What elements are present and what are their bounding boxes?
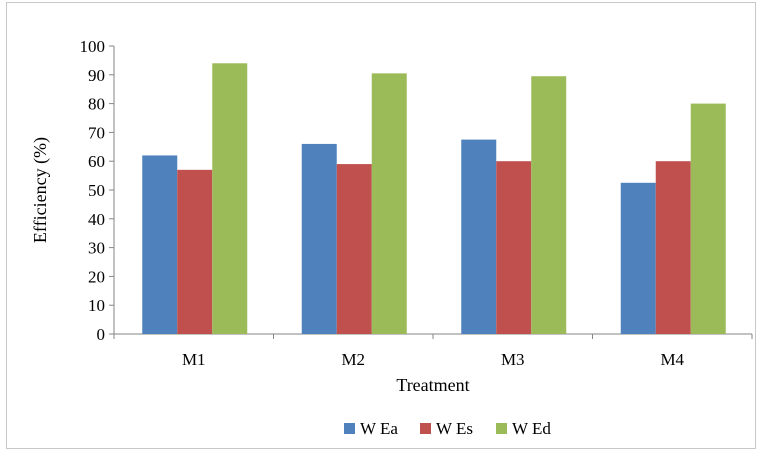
legend-swatch <box>344 423 355 434</box>
x-tick-label: M4 <box>660 350 684 369</box>
legend-swatch <box>496 423 507 434</box>
legend-label: W Ed <box>512 419 551 438</box>
bar-w-ed-m1 <box>212 63 248 334</box>
bar-w-ed-m2 <box>371 73 407 335</box>
axis-labels: 0 10 20 30 40 50 60 70 80 90 100 M1 M2 M3 M4 <box>80 37 685 369</box>
y-tick-label: 70 <box>88 123 105 142</box>
legend: W Ea W Es W Ed <box>344 419 551 438</box>
bar-w-ea-m4 <box>620 182 656 334</box>
y-tick-label: 60 <box>88 152 105 171</box>
bars <box>142 63 726 335</box>
bar-w-ea-m1 <box>142 155 178 334</box>
bar-w-es-m1 <box>177 169 213 334</box>
legend-label: W Ea <box>360 419 398 438</box>
legend-label: W Es <box>436 419 473 438</box>
x-tick-label: M1 <box>182 350 206 369</box>
bar-w-es-m3 <box>496 161 532 334</box>
y-tick-label: 50 <box>88 181 105 200</box>
bar-w-es-m4 <box>655 161 691 334</box>
bar-w-ea-m2 <box>301 143 337 334</box>
bar-w-ed-m4 <box>690 103 726 334</box>
y-tick-label: 80 <box>88 95 105 114</box>
y-tick-label: 30 <box>88 239 105 258</box>
y-axis-title: Efficiency (%) <box>30 137 51 243</box>
x-tick-label: M2 <box>341 350 365 369</box>
bar-w-ed-m3 <box>531 76 567 335</box>
y-tick-label: 40 <box>88 210 105 229</box>
y-tick-label: 20 <box>88 267 105 286</box>
y-tick-label: 90 <box>88 66 105 85</box>
x-axis-title: Treatment <box>396 375 469 395</box>
x-tick-label: M3 <box>501 350 525 369</box>
y-tick-label: 0 <box>97 325 106 344</box>
y-tick-label: 10 <box>88 296 105 315</box>
y-tick-label: 100 <box>80 37 106 56</box>
bar-w-es-m2 <box>336 164 372 334</box>
legend-swatch <box>420 423 431 434</box>
bar-w-ea-m3 <box>461 139 497 334</box>
